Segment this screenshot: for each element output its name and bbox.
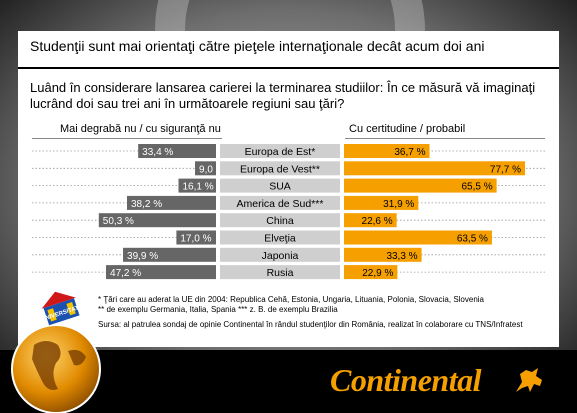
category-label: China [266, 215, 294, 227]
negative-bar [176, 230, 216, 245]
header-negative: Mai degrabă nu / cu siguranţă nu [60, 123, 221, 135]
positive-bar [344, 247, 422, 262]
header-negative-rule [32, 138, 222, 139]
positive-bar [344, 213, 397, 228]
category-label-bg [220, 161, 340, 176]
positive-bar [344, 161, 526, 176]
negative-value-label: 33,4 % [142, 147, 173, 158]
negative-bar [98, 213, 216, 228]
negative-bar [123, 247, 216, 262]
source-note: Sursa: al patrulea sondaj de opinie Cont… [98, 320, 523, 329]
continental-logo: Continental [330, 362, 482, 398]
category-label: Elveţia [264, 233, 296, 245]
category-label-bg [220, 195, 340, 210]
positive-value-label: 36,7 % [394, 147, 425, 158]
negative-bar [126, 195, 216, 210]
category-label: Rusia [267, 267, 294, 279]
positive-value-label: 65,5 % [461, 182, 492, 193]
positive-value-label: 77,7 % [490, 164, 521, 175]
negative-value-label: 38,2 % [131, 199, 162, 210]
category-label-bg [220, 144, 340, 158]
globe-icon: UNIVERSITATE [11, 291, 101, 413]
negative-value-label: 17,0 % [180, 234, 211, 245]
footnote-1: * Ţări care au aderat la UE din 2004: Re… [98, 295, 485, 304]
category-label: America de Sud*** [237, 198, 324, 210]
positive-value-label: 22,9 % [362, 268, 393, 279]
title-divider [18, 67, 559, 69]
positive-bar [344, 230, 492, 245]
negative-value-label: 50,3 % [103, 216, 134, 227]
category-label: SUA [269, 181, 291, 193]
footnotes: * Ţări care au aderat la UE din 2004: Re… [98, 295, 484, 314]
category-label: Europa de Vest** [240, 163, 320, 175]
positive-value-label: 31,9 % [383, 199, 414, 210]
positive-value-label: 33,3 % [386, 251, 417, 262]
category-label-bg [220, 230, 340, 245]
category-label: Japonia [262, 250, 299, 262]
positive-value-label: 63,5 % [457, 234, 488, 245]
survey-question: Luând în considerare lansarea carierei l… [30, 80, 536, 111]
negative-bar [106, 265, 216, 280]
header-positive-rule [345, 138, 545, 139]
slide-title: Studenţii sunt mai orientaţi către pieţe… [30, 38, 485, 54]
category-label: Europa de Est* [245, 146, 316, 158]
negative-value-label: 9,0 % [199, 164, 225, 175]
positive-bar [344, 195, 419, 210]
negative-bar [178, 178, 216, 193]
negative-value-label: 16,1 % [182, 182, 213, 193]
negative-bar [138, 144, 216, 158]
positive-bar [344, 178, 497, 193]
negative-bar [195, 161, 216, 176]
negative-value-label: 47,2 % [110, 268, 141, 279]
positive-value-label: 22,6 % [362, 216, 393, 227]
category-label-bg [220, 265, 340, 280]
category-label-bg [220, 213, 340, 228]
positive-bar [344, 144, 430, 158]
negative-value-label: 39,9 % [127, 251, 158, 262]
header-positive: Cu certitudine / probabil [349, 123, 466, 135]
footnote-2: ** de exemplu Germania, Italia, Spania *… [98, 304, 338, 314]
category-label-bg [220, 247, 340, 262]
category-label-bg [220, 178, 340, 193]
horse-icon [516, 368, 542, 392]
positive-bar [344, 265, 398, 280]
